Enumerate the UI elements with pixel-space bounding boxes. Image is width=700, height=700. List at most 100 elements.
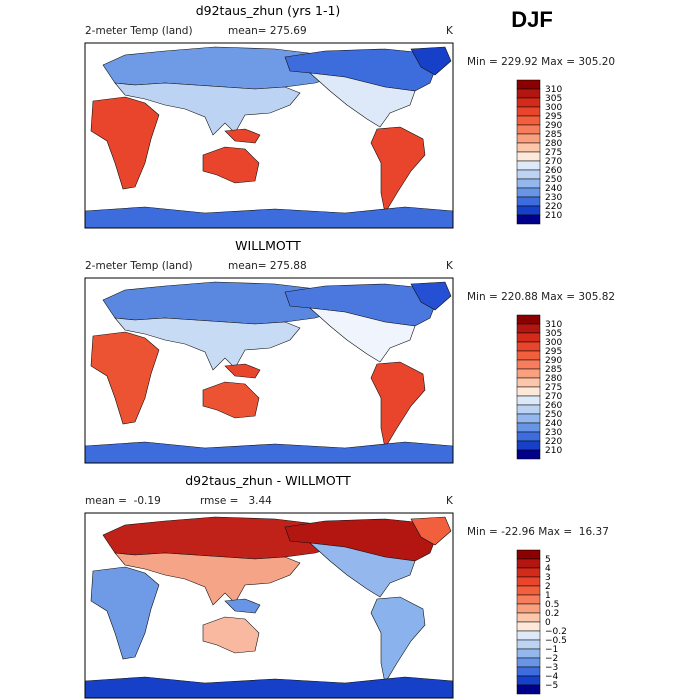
- colorbar-box: [516, 115, 541, 126]
- land-africa: [90, 96, 160, 190]
- colorbar-label: −5: [545, 681, 558, 691]
- colorbar-label: 300: [545, 338, 562, 348]
- land-green: [410, 46, 452, 76]
- colorbar-label: 0.2: [545, 609, 559, 619]
- map: [84, 42, 454, 229]
- land-namerN: [284, 283, 438, 327]
- colorbar-label: 305: [545, 94, 562, 104]
- colorbar-label: 275: [545, 148, 562, 158]
- unit-label: K: [446, 495, 454, 507]
- colorbar-box: [516, 639, 541, 650]
- map: [84, 512, 454, 699]
- colorbar-box: [516, 314, 541, 325]
- colorbar-box: [516, 359, 541, 370]
- colorbar-box: [516, 621, 541, 632]
- colorbar-box: [516, 88, 541, 99]
- colorbar-box: [516, 187, 541, 198]
- colorbar-box: [516, 106, 541, 117]
- colorbar-label: 260: [545, 401, 562, 411]
- colorbar-box: [516, 404, 541, 415]
- land-namerS: [309, 72, 416, 128]
- colorbar-label: 285: [545, 365, 562, 375]
- colorbar-label: 285: [545, 130, 562, 140]
- colorbar-box: [516, 178, 541, 189]
- colorbar-box: [516, 368, 541, 379]
- mean-label: mean = -0.19: [85, 495, 161, 507]
- land-eurasiaS: [114, 317, 301, 371]
- map: [84, 277, 454, 464]
- colorbar-label: 230: [545, 428, 562, 438]
- colorbar-label: −3: [545, 663, 558, 673]
- colorbar-box: [516, 449, 541, 460]
- colorbar-box: [516, 124, 541, 135]
- unit-label: K: [446, 260, 454, 272]
- mean-label: mean= 275.88: [228, 260, 307, 272]
- colorbar-label: 210: [545, 446, 562, 456]
- colorbar-box: [516, 657, 541, 668]
- map-frame: [84, 512, 454, 699]
- colorbar-box: [516, 567, 541, 578]
- range-label: Min = 229.92 Max = 305.20: [467, 56, 615, 68]
- land-seAsia: [224, 128, 261, 144]
- colorbar-box: [516, 630, 541, 641]
- colorbar-label: 2: [545, 582, 551, 592]
- colorbar-box: [516, 79, 541, 90]
- land-namerN: [284, 518, 438, 562]
- land-australia: [202, 146, 260, 184]
- land-antarc: [84, 441, 454, 464]
- land-seAsia: [224, 363, 261, 379]
- colorbar-label: 275: [545, 383, 562, 393]
- rmse-label: rmse = 3.44: [200, 495, 272, 507]
- colorbar-box: [516, 675, 541, 686]
- colorbar-label: −2: [545, 654, 558, 664]
- land-samer: [370, 361, 426, 449]
- colorbar-label: 250: [545, 410, 562, 420]
- panel-title: d92taus_zhun (yrs 1-1): [196, 3, 341, 18]
- colorbar-label: 3: [545, 573, 551, 583]
- land-seAsia: [224, 598, 261, 614]
- colorbar-box: [516, 196, 541, 207]
- colorbar-label: 270: [545, 392, 562, 402]
- colorbar-box: [516, 431, 541, 442]
- map-frame: [84, 277, 454, 464]
- colorbar-box: [516, 133, 541, 144]
- range-label: Min = -22.96 Max = 16.37: [467, 526, 609, 538]
- land-eurasiaS: [114, 552, 301, 606]
- mean-label: mean= 275.69: [228, 25, 307, 37]
- colorbar-label: 310: [545, 320, 562, 330]
- colorbar-label: 305: [545, 329, 562, 339]
- land-africa: [90, 331, 160, 425]
- colorbar-box: [516, 576, 541, 587]
- colorbar-label: 290: [545, 121, 562, 131]
- colorbar-label: −1: [545, 645, 558, 655]
- season-label: DJF: [511, 7, 553, 32]
- colorbar-box: [516, 648, 541, 659]
- panel-title: WILLMOTT: [235, 238, 301, 253]
- colorbar-label: 270: [545, 157, 562, 167]
- colorbar-label: 5: [545, 555, 551, 565]
- colorbar-label: −4: [545, 672, 559, 682]
- colorbar-box: [516, 332, 541, 343]
- colorbar-box: [516, 323, 541, 334]
- land-australia: [202, 381, 260, 419]
- colorbar-box: [516, 214, 541, 225]
- land-africa: [90, 566, 160, 660]
- land-samer: [370, 596, 426, 684]
- colorbar-label: 240: [545, 419, 562, 429]
- land-antarc: [84, 206, 454, 229]
- colorbar-label: 0: [545, 618, 551, 628]
- land-australia: [202, 616, 260, 654]
- land-namerN: [284, 48, 438, 92]
- land-namerS: [309, 542, 416, 598]
- colorbar-box: [516, 205, 541, 216]
- map-frame: [84, 42, 454, 229]
- colorbar-label: −0.5: [545, 636, 567, 646]
- colorbar-box: [516, 585, 541, 596]
- colorbar-label: 260: [545, 166, 562, 176]
- colorbar-label: 300: [545, 103, 562, 113]
- range-label: Min = 220.88 Max = 305.82: [467, 291, 615, 303]
- colorbar-label: 295: [545, 347, 562, 357]
- colorbar-label: −0.2: [545, 627, 567, 637]
- colorbar-box: [516, 603, 541, 614]
